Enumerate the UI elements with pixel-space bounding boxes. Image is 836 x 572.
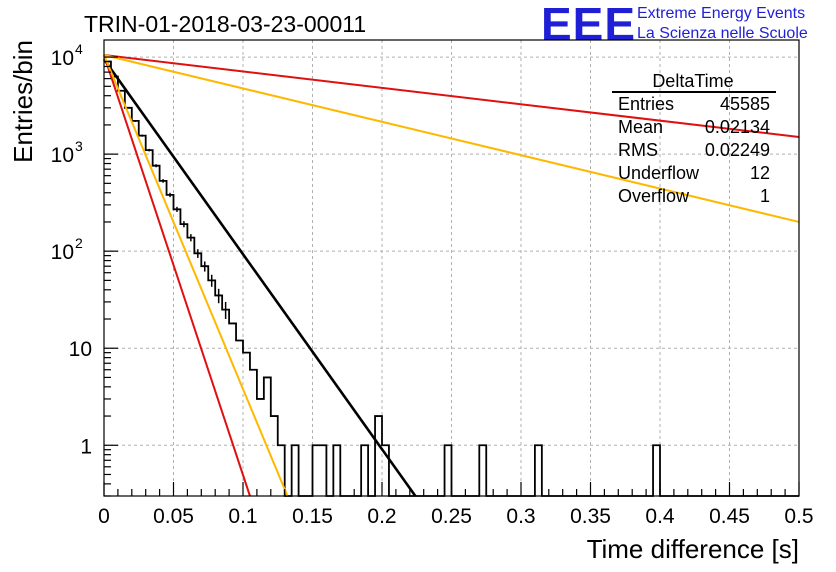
y-tick-label: 10	[69, 338, 92, 361]
stats-label: RMS	[618, 140, 658, 160]
x-tick-label: 0.45	[709, 505, 750, 528]
eee-logo: EEE	[541, 0, 636, 50]
plot-frame	[103, 39, 800, 497]
stats-label: Entries	[618, 94, 674, 114]
stats-label: Mean	[618, 117, 663, 137]
stats-label: Overflow	[618, 186, 690, 206]
stats-value: 45585	[720, 94, 770, 114]
grid	[104, 40, 799, 496]
y-tick-exponent: 3	[75, 138, 83, 154]
x-tick-label: 0.05	[153, 505, 194, 528]
stats-value: 0.02249	[705, 140, 770, 160]
y-tick-label: 10	[51, 47, 74, 70]
y-tick-exponent: 2	[75, 235, 83, 251]
fit-curves	[102, 54, 800, 497]
x-tick-label: 0	[98, 505, 110, 528]
y-tick-label: 1	[80, 435, 92, 458]
series-line-4	[103, 54, 289, 497]
series-line-3	[103, 54, 251, 497]
y-tick-label: 10	[51, 144, 74, 167]
stats-value: 1	[760, 186, 770, 206]
x-tick-label: 0.3	[506, 505, 535, 528]
y-tick-exponent: 4	[75, 41, 83, 57]
x-tick-label: 0.4	[645, 505, 675, 528]
series-line-0	[102, 58, 417, 497]
x-tick-label: 0.25	[431, 505, 472, 528]
series-line-2	[103, 54, 800, 223]
chart-title: TRIN-01-2018-03-23-00011	[84, 11, 366, 37]
x-tick-label: 0.15	[292, 505, 333, 528]
tick-labels: 0 0.05 0.1 0.15 0.2 0.25 0.3 0.35 0.4 0.45 0.5 1 10 1…	[51, 41, 814, 528]
eee-subtitle-line1: Extreme Energy Events	[637, 5, 805, 22]
stats-value: 0.02134	[705, 117, 770, 137]
series-line-1	[103, 54, 800, 139]
x-tick-label: 0.2	[367, 505, 396, 528]
stats-box: DeltaTime Entries 45585 Mean 0.02134 RMS 0.02…	[612, 71, 776, 206]
stats-label: Underflow	[618, 163, 700, 183]
x-tick-label: 0.1	[228, 505, 257, 528]
y-axis-label: Entries/bin	[8, 40, 38, 163]
eee-subtitle-line2: La Scienza nelle Scuole	[637, 25, 808, 42]
stats-value: 12	[750, 163, 770, 183]
x-axis-label: Time difference [s]	[587, 534, 799, 564]
stats-title: DeltaTime	[652, 71, 733, 91]
x-tick-label: 0.35	[570, 505, 611, 528]
y-tick-label: 10	[51, 241, 74, 264]
x-tick-label: 0.5	[784, 505, 813, 528]
